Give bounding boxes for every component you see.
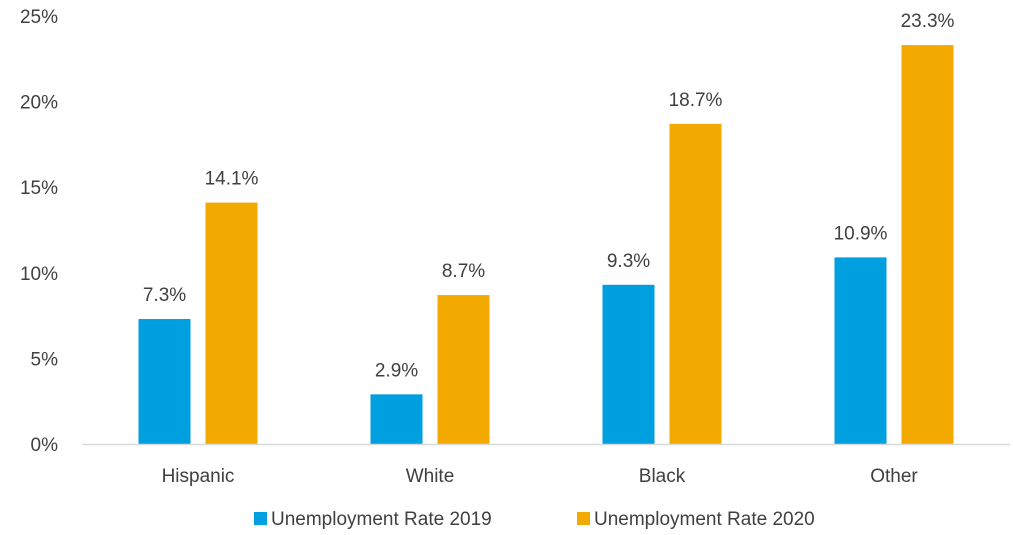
data-label: 10.9% [834, 223, 888, 244]
bars [138, 45, 954, 444]
bar-black-2020 [669, 123, 722, 444]
bar-black-2019 [602, 284, 655, 444]
y-axis: 0% 5% 10% 15% 20% 25% [20, 7, 58, 456]
data-label: 18.7% [669, 90, 723, 111]
y-tick-label: 25% [20, 7, 58, 28]
legend-swatch [254, 512, 267, 525]
legend-label: Unemployment Rate 2019 [271, 509, 492, 530]
bar-other-2020 [901, 45, 954, 444]
data-label: 14.1% [205, 169, 259, 190]
y-tick-label: 0% [31, 435, 59, 456]
data-label: 8.7% [442, 261, 485, 282]
bar-white-2019 [370, 394, 423, 444]
bar-other-2019 [834, 257, 887, 444]
legend: Unemployment Rate 2019 Unemployment Rate … [254, 509, 815, 530]
x-axis: Hispanic White Black Other [162, 466, 919, 487]
x-tick-label: Other [870, 466, 918, 487]
bar-hispanic-2020 [205, 202, 258, 444]
legend-label: Unemployment Rate 2020 [594, 509, 815, 530]
data-label: 2.9% [375, 360, 418, 381]
bar-white-2020 [437, 295, 490, 444]
data-label: 7.3% [143, 285, 186, 306]
data-label: 9.3% [607, 251, 650, 272]
y-tick-label: 20% [20, 93, 58, 114]
y-tick-label: 10% [20, 264, 58, 285]
y-tick-label: 15% [20, 178, 58, 199]
bar-hispanic-2019 [138, 319, 191, 444]
x-tick-label: Black [639, 466, 686, 487]
legend-swatch [577, 512, 590, 525]
y-tick-label: 5% [31, 349, 59, 370]
x-tick-label: White [406, 466, 455, 487]
data-labels: 7.3% 14.1% 2.9% 8.7% 9.3% 18.7% 10.9% 23.3% [143, 11, 955, 381]
x-tick-label: Hispanic [162, 466, 235, 487]
data-label: 23.3% [901, 11, 955, 32]
